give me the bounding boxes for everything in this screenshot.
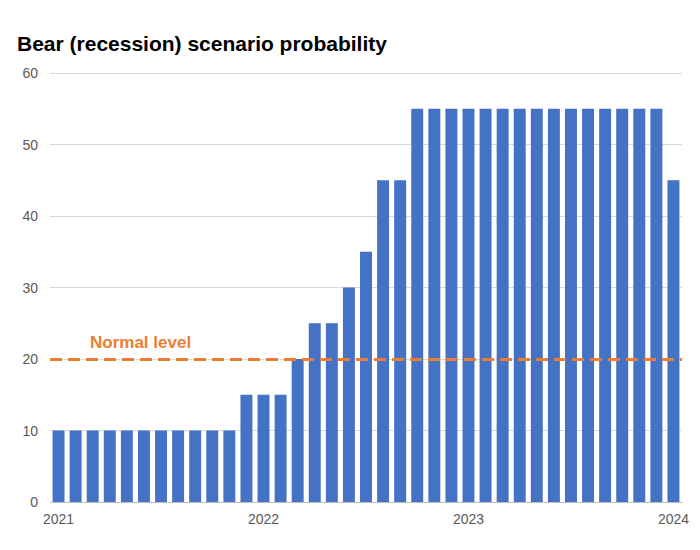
svg-text:Normal level: Normal level <box>90 333 191 352</box>
svg-text:20: 20 <box>22 351 38 367</box>
svg-text:0: 0 <box>30 494 38 510</box>
svg-text:40: 40 <box>22 208 38 224</box>
svg-text:2024: 2024 <box>658 511 689 527</box>
svg-text:2021: 2021 <box>43 511 74 527</box>
svg-text:2023: 2023 <box>453 511 484 527</box>
svg-text:10: 10 <box>22 423 38 439</box>
svg-text:50: 50 <box>22 137 38 153</box>
svg-text:2022: 2022 <box>248 511 279 527</box>
svg-text:60: 60 <box>22 65 38 81</box>
svg-text:30: 30 <box>22 280 38 296</box>
svg-text:Bear (recession) scenario prob: Bear (recession) scenario probability <box>17 32 387 55</box>
